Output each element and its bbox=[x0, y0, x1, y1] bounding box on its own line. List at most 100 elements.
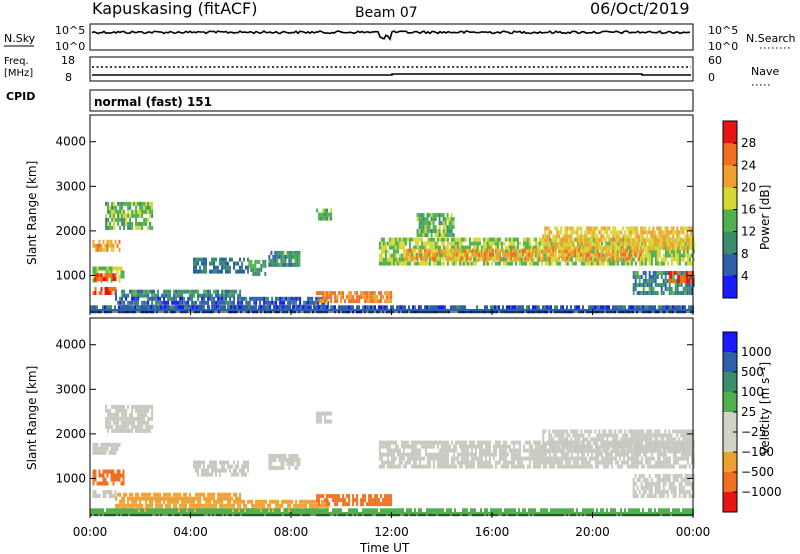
heatmap-cell bbox=[496, 237, 499, 242]
heatmap-cell bbox=[604, 452, 607, 457]
heatmap-cell bbox=[229, 496, 232, 501]
heatmap-cell bbox=[432, 229, 435, 234]
heatmap-cell bbox=[430, 456, 433, 461]
heatmap-cell bbox=[233, 499, 236, 504]
heatmap-cell bbox=[225, 269, 227, 274]
heatmap-cell bbox=[554, 261, 557, 266]
heatmap-cell bbox=[594, 257, 597, 262]
heatmap-cell bbox=[201, 296, 204, 301]
heatmap-cell bbox=[380, 460, 383, 465]
heatmap-cell bbox=[141, 492, 144, 497]
heatmap-cell bbox=[324, 212, 327, 217]
heatmap-cell bbox=[376, 295, 379, 300]
heatmap-cell bbox=[652, 464, 655, 469]
heatmap-cell bbox=[650, 287, 653, 291]
heatmap-cell bbox=[309, 503, 312, 508]
heatmap-cell bbox=[640, 305, 642, 310]
heatmap-cell bbox=[434, 309, 436, 314]
heatmap-cell bbox=[346, 305, 348, 310]
heatmap-cell bbox=[476, 309, 478, 314]
heatmap-cell bbox=[444, 305, 446, 310]
heatmap-cell bbox=[364, 295, 367, 300]
heatmap-cell bbox=[394, 261, 397, 266]
heatmap-cell bbox=[388, 291, 391, 296]
heatmap-cell bbox=[522, 305, 524, 310]
heatmap-cell bbox=[618, 444, 621, 449]
heatmap-cell bbox=[139, 499, 142, 504]
heatmap-cell bbox=[636, 242, 639, 247]
heatmap-cell bbox=[442, 241, 445, 246]
heatmap-cell bbox=[165, 289, 168, 294]
heatmap-cell bbox=[236, 305, 238, 310]
heatmap-cell bbox=[486, 248, 489, 253]
heatmap-cell bbox=[98, 469, 101, 474]
heatmap-cell bbox=[690, 305, 692, 310]
heatmap-cell bbox=[122, 473, 125, 478]
heatmap-cell bbox=[436, 305, 438, 310]
heatmap-cell bbox=[468, 245, 471, 250]
heatmap-cell bbox=[117, 404, 120, 409]
heatmap-cell bbox=[476, 256, 479, 261]
heatmap-cell bbox=[660, 444, 663, 449]
heatmap-cell bbox=[610, 460, 613, 465]
heatmap-cell bbox=[642, 256, 645, 261]
heatmap-cell bbox=[149, 289, 152, 294]
heatmap-cell bbox=[366, 295, 369, 300]
heatmap-cell bbox=[300, 305, 302, 310]
heatmap-cell bbox=[610, 452, 613, 457]
heatmap-cell bbox=[628, 456, 631, 461]
heatmap-cell bbox=[592, 234, 595, 239]
heatmap-cell bbox=[143, 217, 146, 222]
heatmap-cell bbox=[121, 416, 124, 421]
heatmap-cell bbox=[446, 241, 449, 246]
heatmap-cell bbox=[386, 464, 389, 469]
heatmap-cell bbox=[278, 453, 281, 458]
freq-unit: [MHz] bbox=[4, 68, 33, 79]
heatmap-cell bbox=[530, 261, 533, 266]
heatmap-cell bbox=[147, 492, 150, 497]
heatmap-cell bbox=[364, 291, 367, 296]
heatmap-cell bbox=[416, 452, 419, 457]
heatmap-cell bbox=[416, 245, 419, 250]
nsky-panel: N.Sky 10^5 10^0 10^5 10^0 N.Search bbox=[4, 23, 796, 53]
heatmap-cell bbox=[382, 237, 385, 242]
heatmap-cell bbox=[128, 309, 130, 314]
heatmap-cell bbox=[240, 305, 242, 310]
heatmap-cell bbox=[151, 416, 154, 421]
heatmap-cell bbox=[197, 293, 200, 298]
heatmap-cell bbox=[390, 257, 393, 262]
heatmap-cell bbox=[510, 261, 513, 266]
heatmap-cell bbox=[620, 309, 622, 314]
heatmap-cell bbox=[108, 291, 111, 295]
heatmap-region-8 bbox=[268, 250, 301, 267]
heatmap-cell bbox=[606, 246, 609, 251]
heatmap-cell bbox=[424, 256, 427, 261]
heatmap-cell bbox=[374, 494, 377, 499]
heatmap-cell bbox=[96, 277, 99, 282]
heatmap-cell bbox=[688, 448, 691, 453]
heatmap-cell bbox=[426, 261, 429, 266]
heatmap-cell bbox=[219, 261, 221, 266]
heatmap-cell bbox=[352, 502, 355, 507]
heatmap-cell bbox=[438, 464, 441, 469]
heatmap-cell bbox=[328, 494, 331, 499]
heatmap-cell bbox=[102, 473, 105, 478]
heatmap-cell bbox=[576, 241, 579, 246]
heatmap-cell bbox=[652, 246, 655, 251]
heatmap-cell bbox=[422, 456, 425, 461]
heatmap-cell bbox=[255, 304, 258, 309]
heatmap-cell bbox=[112, 243, 115, 248]
heatmap-cell bbox=[608, 246, 611, 251]
heatmap-region-14 bbox=[416, 213, 455, 238]
heatmap-cell bbox=[100, 287, 103, 291]
heatmap-cell bbox=[400, 253, 403, 258]
heatmap-cell bbox=[241, 464, 243, 469]
heatmap-cell bbox=[272, 457, 275, 462]
heatmap-cell bbox=[620, 230, 623, 235]
heatmap-cell bbox=[676, 305, 678, 310]
heatmap-cell bbox=[498, 460, 501, 465]
heatmap-cell bbox=[404, 241, 407, 246]
heatmap-cell bbox=[107, 221, 110, 226]
heatmap-cell bbox=[314, 305, 316, 310]
heatmap-cell bbox=[632, 452, 635, 457]
